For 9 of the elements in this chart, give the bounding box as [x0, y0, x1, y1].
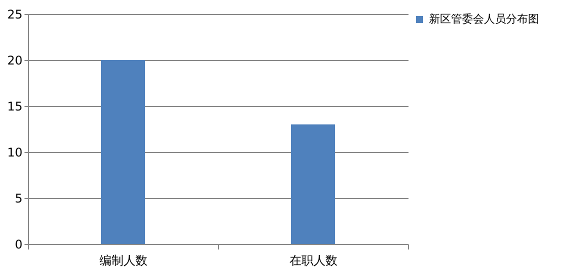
- y-tick-label: 15: [7, 100, 22, 114]
- y-tick-label: 20: [7, 54, 22, 68]
- y-tick-label: 5: [14, 192, 22, 206]
- x-tick-label: 编制人数: [100, 254, 148, 268]
- y-tick-label: 0: [14, 238, 22, 252]
- legend-label: 新区管委会人员分布图: [429, 12, 539, 26]
- x-tick-label: 在职人数: [290, 254, 338, 268]
- y-tick-label: 10: [7, 146, 22, 160]
- y-tick-label: 25: [7, 8, 22, 22]
